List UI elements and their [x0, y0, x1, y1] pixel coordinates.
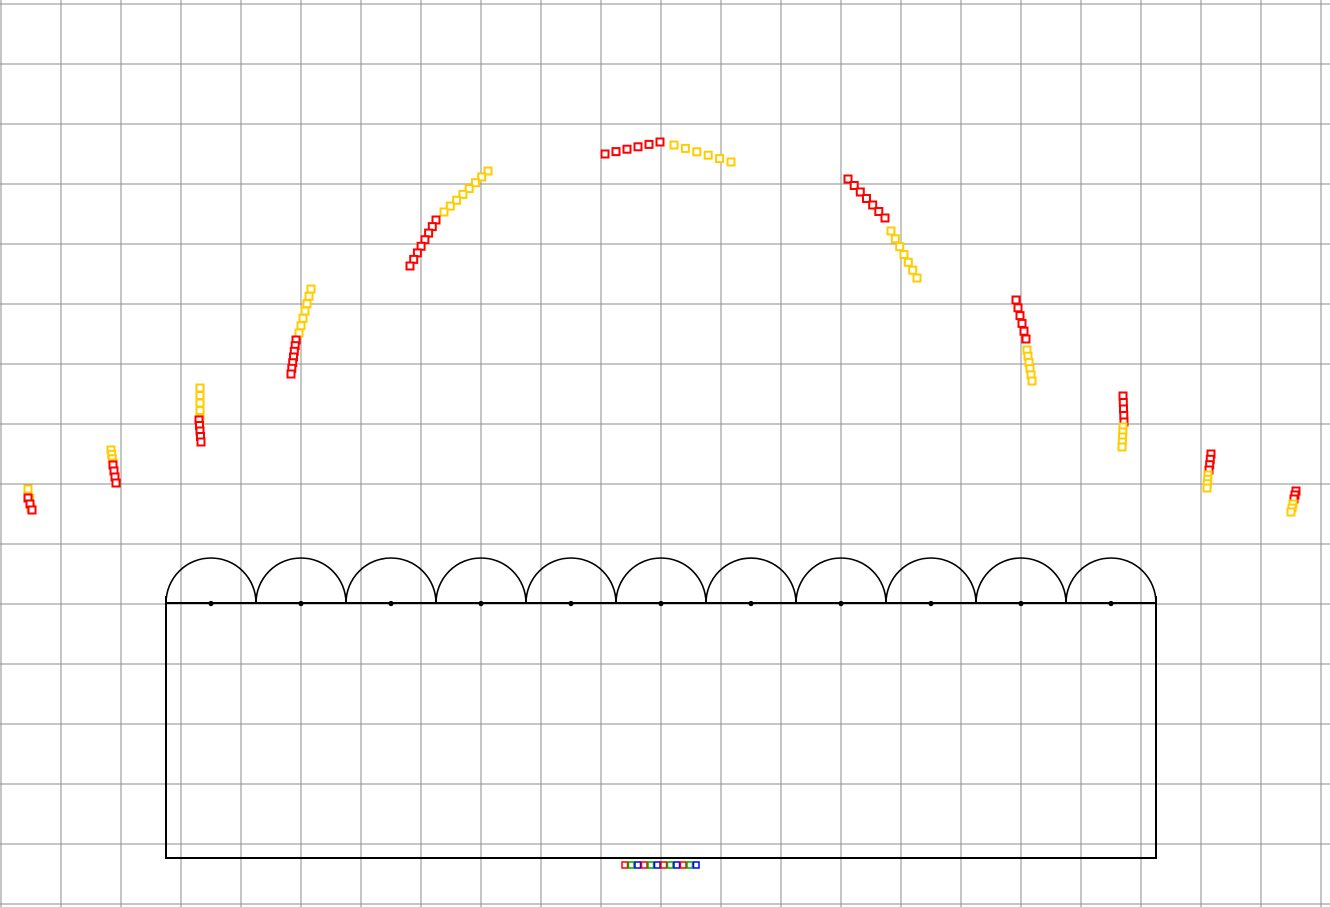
view-pixel-yellow [195, 383, 205, 393]
view-pixel-yellow [890, 234, 900, 244]
view-pixel-yellow [1202, 483, 1212, 493]
display-subpixel [627, 861, 635, 869]
view-pixel-red [655, 137, 665, 147]
display-subpixel [666, 861, 674, 869]
view-pixel-red [868, 200, 878, 210]
view-pixel-red [644, 139, 654, 149]
view-pixel-yellow [715, 154, 725, 164]
view-pixel-yellow [703, 150, 713, 160]
view-pixel-red [600, 149, 610, 159]
view-pixel-red [1017, 318, 1027, 328]
view-pixel-yellow [458, 189, 468, 199]
lens-arc [525, 557, 617, 604]
view-pixel-yellow [296, 321, 306, 331]
view-pixel-yellow [692, 147, 702, 157]
view-pixel-yellow [1286, 507, 1296, 517]
view-pixel-yellow [912, 273, 922, 283]
view-pixel-red [611, 147, 621, 157]
view-pixel-red [1011, 295, 1021, 305]
view-pixel-red [196, 437, 206, 447]
lens-arc [165, 557, 257, 604]
view-pixel-yellow [908, 265, 918, 275]
view-pixel-red [405, 261, 415, 271]
display-subpixel [673, 861, 681, 869]
display-subpixel [660, 861, 668, 869]
display-subpixel [640, 861, 648, 869]
display-subpixel [647, 861, 655, 869]
lens-arc [255, 557, 347, 604]
view-pixel-yellow [306, 284, 316, 294]
view-pixel-red [862, 194, 871, 203]
view-pixel-red [286, 369, 296, 379]
view-pixel-yellow [899, 250, 909, 259]
view-pixel-red [855, 187, 865, 197]
view-pixel-yellow [483, 166, 493, 176]
lens-arc [795, 557, 887, 604]
view-pixel-yellow [445, 201, 455, 211]
view-pixel-yellow [680, 143, 690, 153]
view-pixel-red [1021, 334, 1031, 344]
view-pixel-yellow [298, 313, 308, 323]
view-pixel-yellow [302, 299, 312, 309]
view-pixel-yellow [439, 207, 449, 217]
lens-array [165, 557, 1157, 607]
view-pixel-yellow [195, 398, 205, 408]
view-pixel-red [880, 213, 890, 223]
display-panel-outline [165, 602, 1157, 859]
lens-arc [975, 557, 1067, 604]
view-pixel-yellow [903, 257, 913, 267]
display-pixel-strip [621, 861, 700, 869]
view-pixel-yellow [1117, 442, 1127, 452]
display-subpixel [679, 861, 687, 869]
lens-arc [345, 557, 437, 604]
view-pixel-yellow [195, 406, 205, 415]
lens-arc [615, 557, 707, 604]
view-pixel-red [1015, 311, 1025, 321]
lens-arc [885, 557, 977, 604]
view-pixel-yellow [895, 242, 905, 252]
view-pixel-yellow [669, 140, 679, 150]
view-pixel-yellow [470, 178, 480, 188]
view-pixel-red [622, 144, 632, 154]
view-pixel-yellow [304, 291, 314, 301]
view-pixel-red [1013, 303, 1023, 313]
display-subpixel [653, 861, 661, 869]
view-pixel-red [849, 181, 859, 190]
view-pixel-yellow [195, 391, 205, 400]
view-pixel-yellow [300, 306, 310, 316]
view-pixel-yellow [294, 328, 304, 338]
lens-arc [705, 557, 797, 604]
display-subpixel [692, 861, 700, 869]
lens-arc [1065, 557, 1157, 604]
lens-arc [435, 557, 527, 604]
view-pixel-yellow [477, 172, 487, 182]
view-pixel-red [843, 174, 853, 184]
view-pixel-red [874, 207, 884, 216]
view-pixel-yellow [464, 184, 474, 194]
display-subpixel [621, 861, 629, 869]
display-subpixel [634, 861, 642, 869]
view-pixel-yellow [886, 226, 896, 236]
view-pixel-red [633, 142, 643, 152]
view-pixel-arcs [23, 137, 1301, 517]
view-pixel-red [27, 505, 37, 515]
view-pixel-yellow [726, 157, 736, 167]
view-pixel-yellow [23, 484, 33, 494]
display-subpixel [686, 861, 694, 869]
view-pixel-red [111, 478, 121, 488]
view-pixel-red [1019, 326, 1029, 336]
view-pixel-yellow [1027, 376, 1037, 386]
view-pixel-yellow [452, 195, 462, 205]
